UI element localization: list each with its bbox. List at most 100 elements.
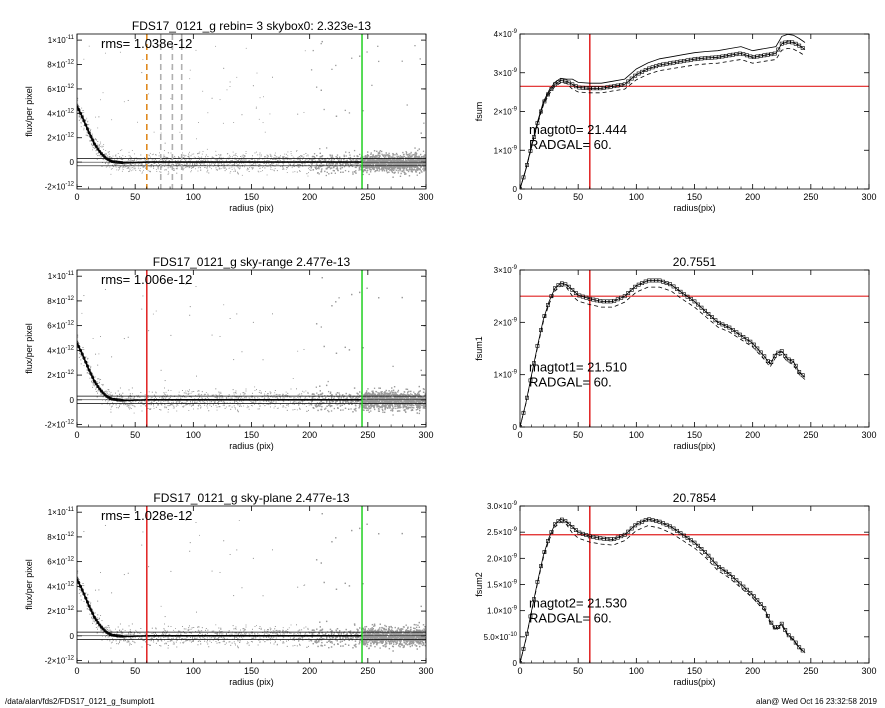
scatter-point <box>142 167 144 168</box>
scatter-point <box>185 154 187 156</box>
scatter-point <box>370 168 372 171</box>
scatter-point <box>413 166 416 168</box>
scatter-point <box>243 159 245 161</box>
scatter-point <box>218 163 219 165</box>
scatter-point <box>195 157 196 159</box>
scatter-point <box>399 163 402 165</box>
scatter-point <box>384 156 386 158</box>
scatter-point <box>259 156 261 158</box>
scatter-point <box>327 380 329 383</box>
scatter-point <box>222 167 224 169</box>
scatter-point <box>405 151 408 154</box>
scatter-point <box>420 165 423 167</box>
scatter-point <box>418 168 420 170</box>
scatter-point <box>363 165 365 168</box>
scatter-point <box>229 167 231 169</box>
scatter-point <box>268 160 270 162</box>
scatter-point <box>318 165 320 167</box>
sum-marker <box>528 149 533 153</box>
scatter-point <box>192 408 194 410</box>
scatter-point <box>196 163 198 165</box>
scatter-point <box>367 154 370 157</box>
scatter-point <box>422 162 424 165</box>
scatter-point <box>254 160 256 162</box>
scatter-point <box>180 159 182 161</box>
scatter-point <box>274 168 276 170</box>
scatter-point <box>100 99 101 101</box>
scatter-point <box>155 154 157 155</box>
scatter-point <box>292 378 294 379</box>
scatter-point <box>148 391 150 393</box>
scatter-point <box>310 166 313 168</box>
scatter-point <box>151 159 153 161</box>
scatter-point <box>262 165 264 167</box>
scatter-point <box>125 163 127 165</box>
scatter-point <box>394 156 396 159</box>
scatter-point <box>179 163 180 165</box>
scatter-point <box>377 157 379 159</box>
scatter-point <box>271 156 273 158</box>
scatter-point <box>214 163 216 165</box>
scatter-point <box>291 167 293 169</box>
scatter-point <box>394 168 396 170</box>
scatter-point <box>342 164 344 166</box>
scatter-point <box>366 170 368 172</box>
scatter-point <box>414 160 416 162</box>
scatter-point <box>391 158 394 161</box>
scatter-point <box>381 167 383 169</box>
scatter-point <box>325 147 328 149</box>
scatter-point <box>258 171 260 173</box>
scatter-point <box>268 404 270 406</box>
scatter-point <box>387 163 390 165</box>
scatter-point <box>331 158 333 161</box>
scatter-point <box>320 162 323 165</box>
scatter-point <box>236 163 238 165</box>
scatter-point <box>413 156 416 158</box>
scatter-point <box>145 167 146 169</box>
scatter-point <box>420 163 422 165</box>
scatter-point <box>197 170 199 172</box>
scatter-point <box>379 169 381 171</box>
scatter-point <box>409 159 412 161</box>
scatter-point <box>403 166 405 168</box>
scatter-point <box>237 173 239 175</box>
scatter-point <box>92 147 94 149</box>
scatter-point <box>284 153 286 155</box>
scatter-point <box>258 163 260 165</box>
scatter-point <box>423 157 425 159</box>
scatter-point <box>242 154 244 156</box>
scatter-point <box>265 162 267 164</box>
scatter-point <box>225 159 227 161</box>
scatter-point <box>296 171 298 173</box>
scatter-point <box>125 166 127 167</box>
scatter-point <box>251 155 253 157</box>
plot-area <box>77 34 426 189</box>
scatter-point <box>295 401 297 403</box>
scatter-point <box>276 170 278 172</box>
scatter-point <box>250 400 252 402</box>
scatter-point <box>339 156 341 158</box>
scatter-point <box>127 167 129 169</box>
scatter-point <box>355 166 357 169</box>
scatter-point <box>375 162 378 165</box>
scatter-point <box>420 159 422 161</box>
profile-marker <box>99 152 103 156</box>
scatter-point <box>201 156 203 158</box>
scatter-point <box>378 163 381 165</box>
scatter-point <box>358 166 361 169</box>
scatter-point <box>193 153 195 155</box>
scatter-point <box>101 145 103 147</box>
scatter-point <box>372 159 374 161</box>
scatter-point <box>235 170 236 172</box>
scatter-point <box>335 156 337 158</box>
scatter-point <box>101 166 103 167</box>
scatter-point <box>245 153 247 154</box>
scatter-point <box>148 162 150 164</box>
scatter-point <box>209 163 210 165</box>
scatter-point <box>92 142 94 144</box>
scatter-point <box>376 166 378 168</box>
scatter-point <box>258 154 260 156</box>
scatter-point <box>209 163 211 165</box>
scatter-point <box>356 155 358 158</box>
scatter-point <box>97 127 99 129</box>
